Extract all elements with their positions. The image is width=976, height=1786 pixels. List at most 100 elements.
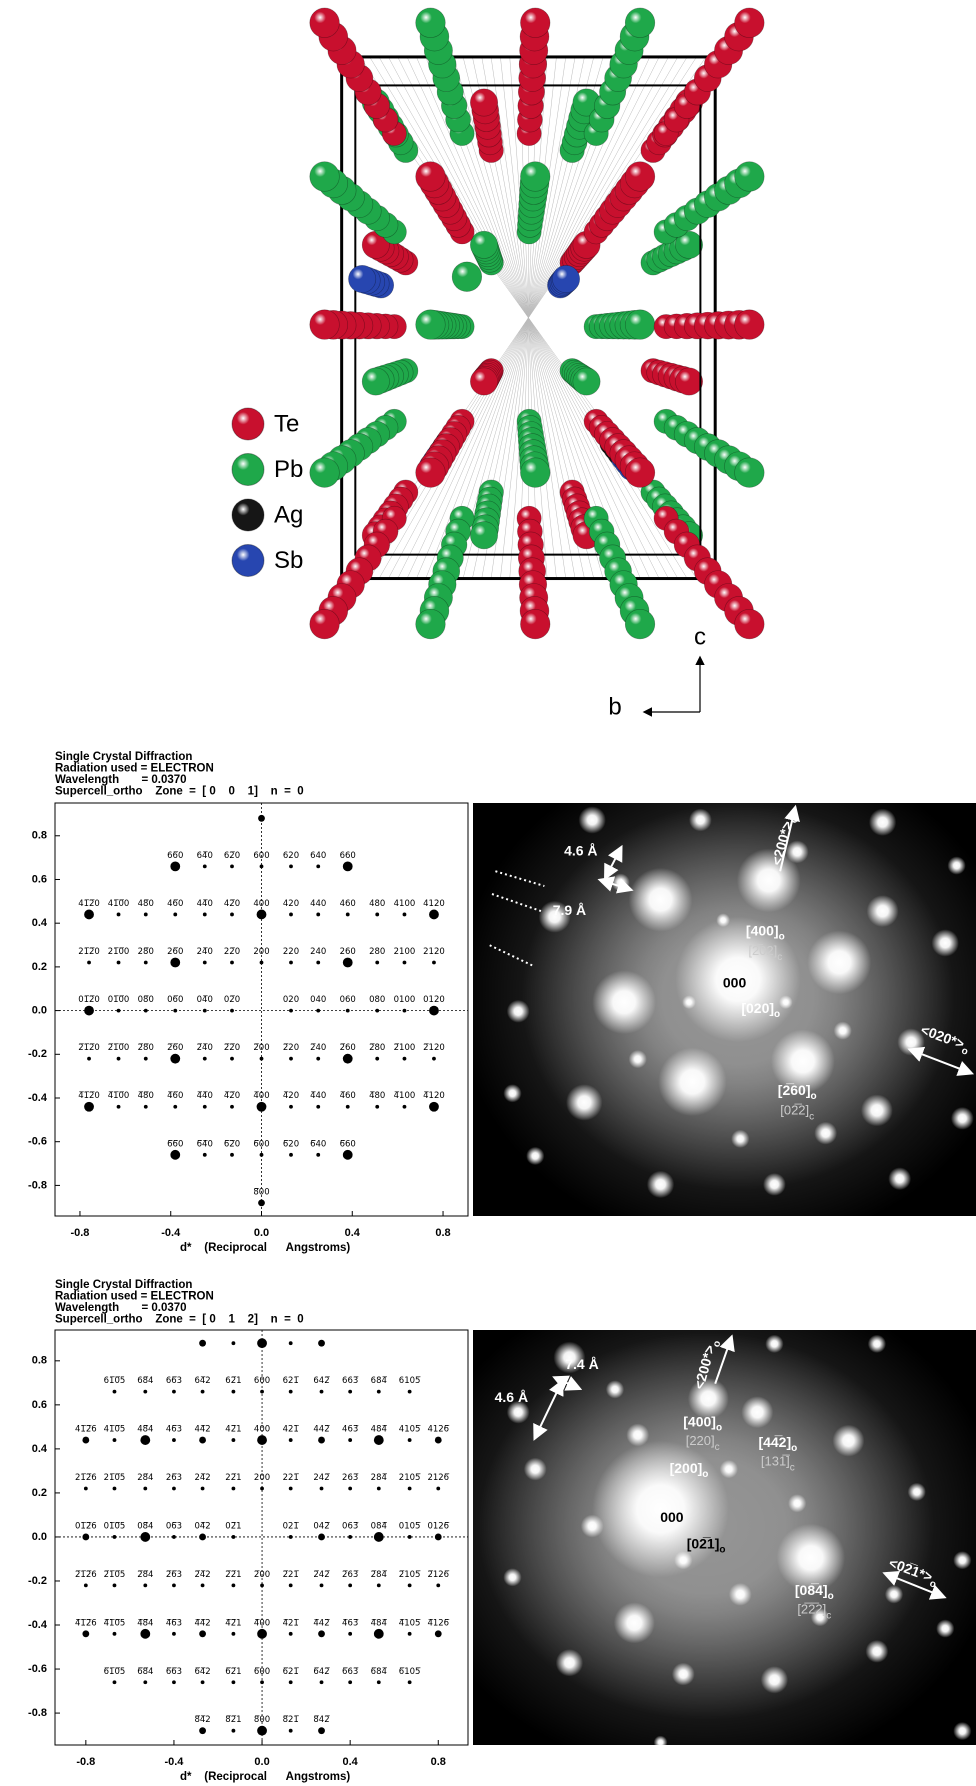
spot-label: 6̅40 — [310, 1139, 326, 1149]
atom — [470, 89, 497, 116]
spot-label: 6̅20 — [283, 1139, 299, 1149]
atom — [416, 609, 446, 639]
spot-label: 02̅0 — [224, 995, 240, 1005]
diffraction-spot — [84, 1583, 88, 1587]
spot-label: 46̅3 — [166, 1425, 182, 1435]
bragg-spot — [834, 1022, 852, 1040]
legend-label: Te — [274, 410, 299, 437]
spot-label: 6̅4̅2 — [194, 1667, 210, 1677]
micrograph: <200*>o7.4 Å4.6 Å[400]o[220]c[44̅2]o[131… — [410, 1274, 976, 1777]
spot-label: 460 — [340, 899, 356, 909]
spot-label: 6105̅ — [399, 1376, 422, 1386]
spot-label: 6̅00 — [254, 1667, 270, 1677]
diffraction-spot — [170, 1150, 180, 1160]
atom — [310, 458, 340, 488]
diffraction-spot — [374, 1532, 384, 1542]
spot-label: 6̅00 — [253, 1139, 269, 1149]
diffraction-spot — [170, 958, 180, 968]
diffraction-spot — [144, 1105, 148, 1109]
atom — [625, 609, 655, 639]
diffraction-spot — [316, 1153, 320, 1157]
diffraction-spot — [318, 1534, 325, 1541]
spot-label: 2105̅ — [399, 1473, 422, 1483]
bragg-spot — [629, 1050, 647, 1068]
legend-label: Pb — [274, 456, 303, 483]
spot-label: 41̅0̅5 — [104, 1425, 126, 1435]
spot-label: 44̅0 — [197, 899, 213, 909]
spot-label: 64̅2 — [194, 1376, 210, 1386]
spot-label: 66̅0 — [167, 851, 183, 861]
diffraction-spot — [201, 1583, 205, 1587]
diffraction-spot — [232, 1583, 236, 1587]
spot-label: 400 — [254, 1425, 270, 1435]
spot-label: 2120 — [423, 947, 445, 957]
spot-label: 4105̅ — [399, 1425, 422, 1435]
spot-label: 6̅1̅0̅5 — [104, 1667, 126, 1677]
diffraction-spot — [260, 1583, 264, 1587]
diffraction-spot — [403, 961, 407, 965]
bragg-spot — [720, 1460, 738, 1478]
bragg-spot — [524, 1458, 547, 1481]
bragg-spot — [647, 1171, 674, 1198]
diffraction-spot — [260, 961, 264, 965]
label-main: [02̅2] — [780, 1103, 809, 1118]
y-tick-label: 0.0 — [32, 1531, 47, 1543]
spot-label: 484̅ — [371, 1425, 388, 1435]
bragg-spot — [614, 1602, 655, 1643]
diffraction-spot — [232, 1438, 236, 1442]
diffraction-spot — [144, 913, 148, 917]
x-tick-label: -0.8 — [70, 1227, 89, 1239]
label-subscript: o — [779, 932, 785, 943]
spot-label: 46̅0 — [167, 899, 183, 909]
spot-label: 400 — [253, 899, 269, 909]
legend-marker — [232, 499, 264, 531]
diffraction-spot — [346, 913, 350, 917]
diffraction-spot — [232, 1729, 236, 1733]
y-tick-label: 0.8 — [32, 1355, 47, 1367]
diffraction-spot — [436, 1583, 440, 1587]
label-main: [220] — [686, 1433, 715, 1448]
diffraction-spot — [201, 1487, 205, 1491]
bragg-spot — [579, 806, 606, 833]
spot-label: 4̅120 — [423, 1091, 445, 1101]
diffraction-spot — [289, 1057, 293, 1061]
spot-label: 02̅1 — [225, 1521, 241, 1531]
spot-label: 080 — [369, 995, 385, 1005]
label-subscript: c — [809, 1112, 814, 1123]
bragg-spot — [861, 1094, 893, 1126]
spot-label: 284̅ — [371, 1473, 388, 1483]
spot-label: 0105̅ — [399, 1521, 422, 1531]
spot-label: 2̅80 — [369, 1043, 385, 1053]
atom — [310, 162, 340, 192]
diffraction-spot — [172, 1583, 176, 1587]
bragg-spot — [672, 1663, 695, 1686]
spot-label: 0100 — [394, 995, 416, 1005]
atom — [520, 609, 550, 639]
x-axis-label: d* (Reciprocal Angstroms) — [180, 1771, 350, 1783]
spot-label: 2̅4̅0 — [197, 1043, 213, 1053]
spot-label: 4126̅ — [427, 1425, 450, 1435]
diffraction-spot — [348, 1632, 352, 1636]
diffraction-spot — [172, 1632, 176, 1636]
diffraction-spot — [144, 1009, 148, 1013]
diffraction-spot — [84, 1102, 94, 1112]
diffraction-spot — [257, 1726, 267, 1736]
diffraction-spot — [199, 1437, 206, 1444]
spot-label: 04̅2 — [194, 1521, 210, 1531]
spot-label: 684̅ — [371, 1376, 388, 1386]
diffraction-spot — [257, 910, 267, 920]
panel-header: Single Crystal Diffraction — [55, 1279, 192, 1291]
diffraction-spot — [140, 1532, 150, 1542]
bragg-spot — [936, 1619, 954, 1637]
diffraction-spot — [348, 1535, 352, 1539]
diffraction-spot — [172, 1680, 176, 1684]
spot-label: 2̅4̅2 — [194, 1570, 210, 1580]
diffraction-spot — [403, 1057, 407, 1061]
spot-label: 6̅6̅0 — [167, 1139, 183, 1149]
diffraction-spot — [144, 961, 148, 965]
diffraction-spot — [117, 1105, 121, 1109]
diffraction-spot — [316, 961, 320, 965]
spot-label: 2̅105̅ — [399, 1570, 422, 1580]
bragg-spot — [689, 809, 712, 832]
label-subscript: c — [777, 952, 782, 963]
